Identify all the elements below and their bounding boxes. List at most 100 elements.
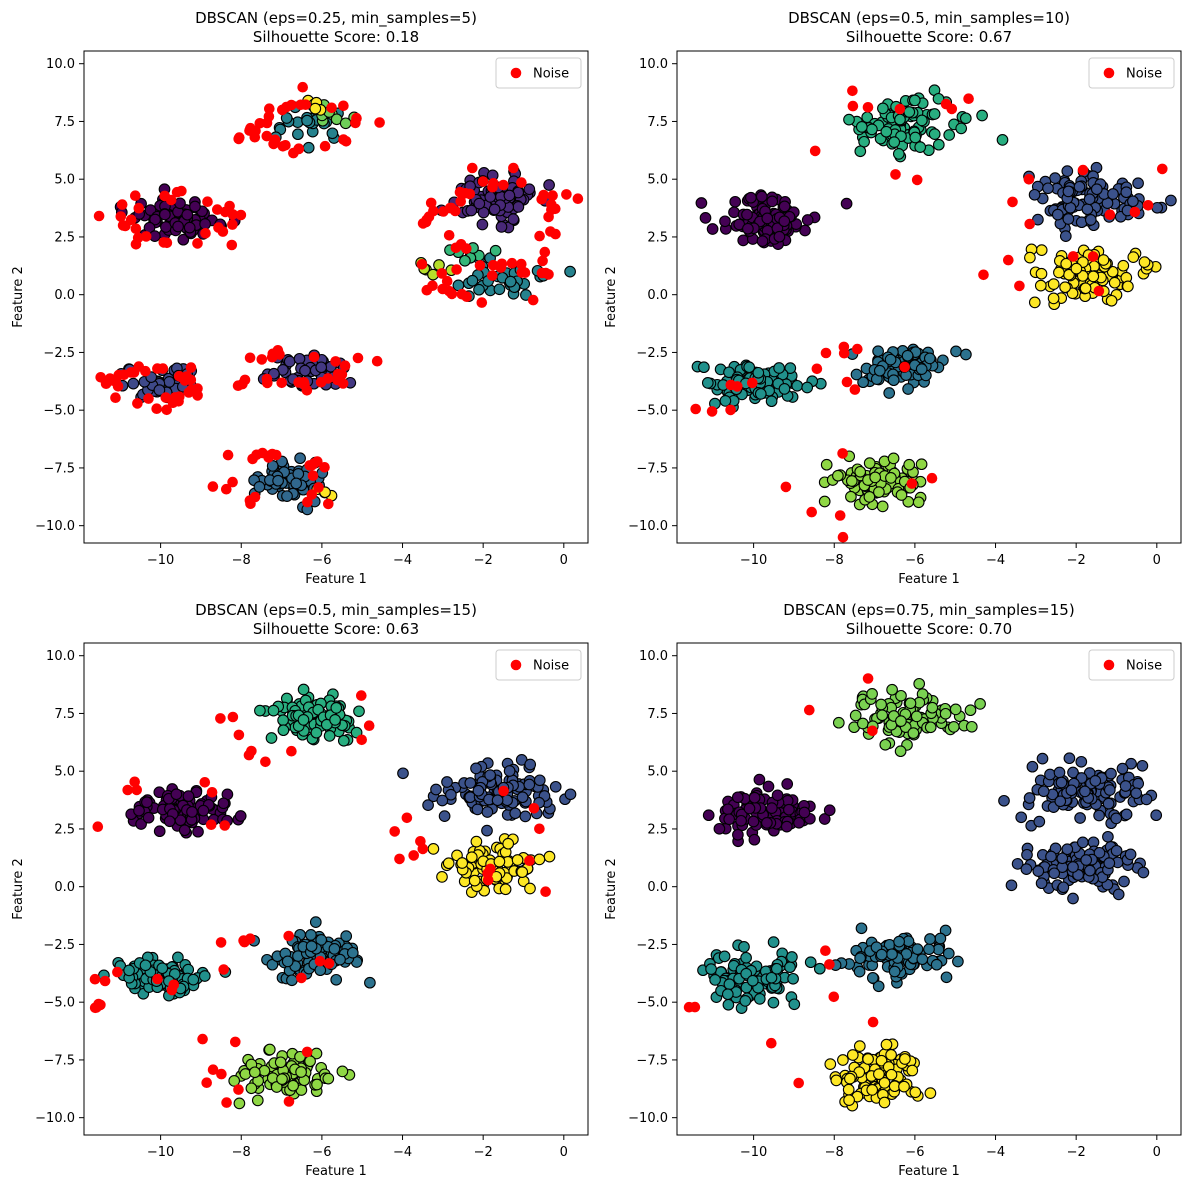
noise-point [496,258,508,270]
cluster-2-point [198,970,211,982]
cluster-0-point [181,208,194,221]
cluster-4-point [894,745,907,758]
cluster-3-point [330,973,343,986]
cluster-4-point [854,145,867,158]
cluster-3-point [855,922,868,935]
cluster-3-point [911,943,924,955]
cluster-1-point [481,806,494,818]
noise-point [838,347,850,359]
cluster-0-point [781,778,794,790]
cluster-3-point [286,974,298,987]
y-tick-label: −7.5 [43,1053,75,1068]
cluster-1-point [1044,768,1056,781]
cluster-5-point [466,274,479,287]
scatter-points [690,84,1177,543]
y-tick-label: −2.5 [636,346,668,361]
cluster-1-point [1067,892,1079,905]
noise-point [256,354,268,365]
silhouette-score: Silhouette Score: 0.18 [253,28,419,46]
cluster-2-point [767,936,780,948]
cluster-6-point [1117,259,1130,272]
cluster-1-point [1065,784,1078,797]
noise-point [389,826,401,837]
legend-noise-label: Noise [533,67,569,82]
cluster-2-point [801,381,814,394]
noise-point [862,673,874,684]
cluster-3-point [866,972,879,984]
noise-point [1142,200,1154,211]
noise-point [161,404,172,416]
cluster-1-point [491,794,504,807]
cluster-5-point [912,496,925,509]
noise-point [200,228,211,239]
cluster-3-point [887,374,900,387]
noise-point [374,117,385,128]
y-tick-label: −2.5 [636,938,668,953]
noise-point [1129,206,1141,218]
cluster-5-point [846,1049,859,1061]
noise-point [227,476,238,488]
cluster-1-point [523,778,536,791]
noise-point [811,363,823,375]
y-tick-label: 5.0 [54,765,75,780]
x-tick-label: −4 [986,553,1005,568]
cluster-5-point [301,114,313,127]
y-tick-label: 10.0 [46,57,75,72]
cluster-3-point [915,363,928,375]
y-tick-label: 2.5 [54,230,75,245]
noise-point [338,134,349,145]
noise-point [506,257,518,269]
noise-point [226,239,238,251]
cluster-4-point [879,738,892,751]
cluster-1-point [1124,848,1137,861]
cluster-0-point [765,802,778,814]
cluster-5-point [248,1066,261,1079]
cluster-6-point [465,851,478,864]
cluster-4-point [913,677,926,690]
cluster-0-point [801,214,814,226]
cluster-0-point [771,789,784,802]
cluster-5-point [873,1068,885,1080]
cluster-3-point [939,924,952,937]
noise-point [841,376,853,388]
noise-point [519,267,531,279]
noise-point [847,100,859,112]
noise-point [416,259,428,270]
cluster-3-point [315,934,328,946]
cluster-6-point [459,254,471,267]
cluster-1-point [441,776,453,788]
subplot-title: DBSCAN (eps=0.5, min_samples=10) [788,9,1070,28]
noise-point [809,145,821,157]
noise-point [732,381,743,392]
noise-point [158,237,170,248]
cluster-0-point [818,813,831,825]
noise-point [828,991,840,1003]
cluster-4-point [329,714,341,726]
noise-point [199,777,211,788]
cluster-2-point [784,362,797,374]
cluster-2-point [767,996,780,1009]
cluster-6-point [456,857,469,869]
noise-point [221,483,232,495]
cluster-2-point [754,388,767,400]
cluster-1-point [1140,793,1153,806]
x-tick-label: −10 [740,1145,767,1160]
cluster-2-point [723,366,735,379]
noise-point [319,462,330,473]
cluster-5-point [564,265,576,278]
cluster-1-point [422,799,434,811]
cluster-6-point [1034,279,1047,292]
cluster-6-point [543,850,556,863]
noise-point [425,197,437,209]
cluster-3-point [853,965,866,978]
cluster-5-point [903,458,916,471]
cluster-1-point [516,791,529,804]
noise-point [1104,209,1116,220]
noise-point [451,264,462,275]
cluster-1-point [1026,760,1039,773]
cluster-6-point [1059,281,1071,294]
cluster-6-point [1070,262,1083,275]
scatter-points [93,81,584,516]
x-tick-label: −2 [474,1145,493,1160]
